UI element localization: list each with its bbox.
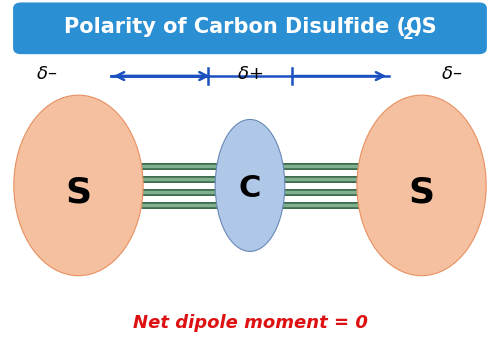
Ellipse shape — [37, 128, 115, 236]
Text: Net dipole moment = 0: Net dipole moment = 0 — [132, 314, 368, 331]
Text: S: S — [408, 175, 434, 209]
Ellipse shape — [389, 140, 447, 221]
Ellipse shape — [43, 136, 108, 226]
Ellipse shape — [34, 124, 118, 241]
Ellipse shape — [230, 146, 268, 219]
Text: 2: 2 — [403, 27, 414, 42]
Ellipse shape — [372, 116, 468, 251]
Ellipse shape — [222, 131, 277, 237]
Ellipse shape — [398, 152, 436, 206]
Text: Polarity of Carbon Disulfide (CS: Polarity of Carbon Disulfide (CS — [64, 17, 436, 37]
Text: $\delta$–: $\delta$– — [36, 65, 56, 83]
Ellipse shape — [28, 116, 126, 251]
Text: $\delta$+: $\delta$+ — [237, 65, 263, 83]
Ellipse shape — [228, 143, 270, 222]
Ellipse shape — [54, 152, 94, 206]
FancyBboxPatch shape — [14, 3, 486, 54]
Ellipse shape — [380, 128, 458, 236]
Ellipse shape — [394, 148, 440, 211]
Text: $\delta$–: $\delta$– — [441, 65, 462, 83]
Ellipse shape — [16, 99, 140, 271]
Ellipse shape — [242, 170, 252, 190]
Ellipse shape — [232, 152, 264, 211]
Ellipse shape — [217, 122, 283, 248]
Text: ): ) — [412, 17, 422, 37]
Text: C: C — [239, 174, 261, 203]
Ellipse shape — [48, 144, 100, 216]
Ellipse shape — [226, 140, 272, 226]
Ellipse shape — [240, 167, 254, 193]
Ellipse shape — [357, 95, 486, 276]
Ellipse shape — [245, 176, 248, 182]
Ellipse shape — [410, 168, 422, 186]
Ellipse shape — [215, 119, 285, 251]
Ellipse shape — [378, 124, 462, 241]
Ellipse shape — [236, 158, 260, 204]
Ellipse shape — [231, 149, 266, 215]
Ellipse shape — [374, 119, 465, 246]
Ellipse shape — [64, 164, 82, 191]
Ellipse shape — [32, 119, 122, 246]
Ellipse shape — [52, 148, 97, 211]
Ellipse shape — [400, 156, 433, 201]
Ellipse shape — [40, 132, 111, 231]
Ellipse shape — [392, 144, 444, 216]
Ellipse shape — [386, 136, 450, 226]
Ellipse shape — [66, 168, 79, 186]
Ellipse shape — [14, 95, 143, 276]
Ellipse shape — [412, 172, 418, 181]
Ellipse shape — [238, 164, 256, 197]
Ellipse shape — [404, 160, 429, 196]
Ellipse shape — [366, 107, 476, 261]
Ellipse shape — [69, 172, 75, 181]
Ellipse shape — [383, 132, 454, 231]
Ellipse shape — [362, 103, 479, 266]
Ellipse shape — [58, 156, 90, 201]
Text: S: S — [66, 175, 92, 209]
Ellipse shape — [224, 137, 274, 230]
Ellipse shape — [60, 160, 86, 196]
Ellipse shape — [237, 161, 258, 201]
Ellipse shape — [244, 173, 250, 186]
Ellipse shape — [46, 140, 104, 221]
Ellipse shape — [220, 128, 279, 240]
Ellipse shape — [26, 111, 129, 256]
Ellipse shape — [406, 164, 426, 191]
Ellipse shape — [234, 155, 262, 208]
Ellipse shape — [368, 111, 472, 256]
Ellipse shape — [20, 103, 136, 266]
Ellipse shape — [22, 107, 132, 261]
Ellipse shape — [223, 134, 275, 233]
Ellipse shape — [218, 125, 281, 244]
Ellipse shape — [360, 99, 482, 271]
